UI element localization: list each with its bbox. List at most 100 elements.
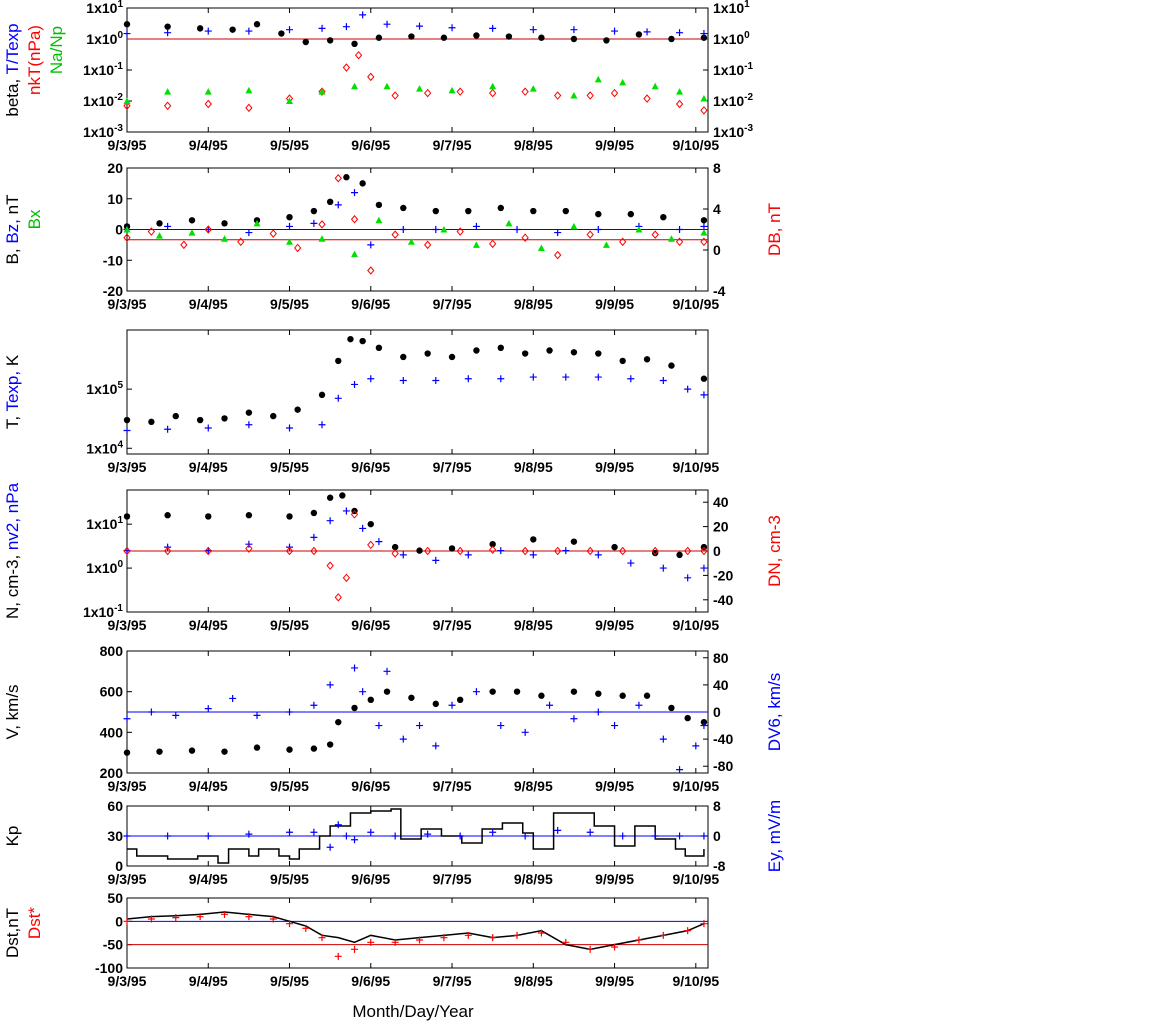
data-point [339,492,346,499]
data-point [627,559,635,567]
data-point [318,421,326,429]
x-tick-label: 9/7/95 [433,778,472,794]
data-point [375,722,383,730]
y-tick-label: 60 [107,798,123,814]
data-point [245,512,253,519]
data-point [595,350,602,357]
data-point [700,106,708,115]
y2-tick-label: 0 [713,704,721,720]
data-point [676,832,684,840]
series-1 [123,335,708,426]
data-point [147,915,155,923]
data-point [164,512,171,519]
data-point [391,91,399,100]
x-tick-label: 9/3/95 [108,871,147,887]
y2-tick-label: -80 [713,758,733,774]
data-point [147,708,155,716]
data-point [700,546,708,556]
data-point [465,207,472,215]
data-point [440,34,448,41]
data-point [383,82,391,90]
data-point [310,828,318,836]
series-4 [123,173,708,275]
panel-frame [126,897,709,969]
y-axis-label: T, Texp, K [3,354,22,429]
y2-tick-label: 1x101 [713,0,750,16]
data-point [619,546,627,556]
data-point [700,229,708,236]
x-tick-label: 9/7/95 [433,296,472,312]
x-tick-label: 9/6/95 [351,459,390,475]
data-point [562,373,570,381]
y2-tick-label: -8 [713,858,726,874]
data-point [245,540,253,548]
data-point [342,23,350,31]
data-point [351,250,359,258]
data-point [399,551,407,559]
data-point [489,688,496,695]
data-point [424,830,432,838]
data-point [643,356,651,363]
y2-tick-label: 1x10-3 [713,123,753,140]
data-point [351,704,358,712]
data-point [456,546,464,556]
data-point [286,513,293,520]
data-point [294,406,301,413]
data-point [164,832,172,840]
data-point [407,238,415,245]
y-tick-label: 10 [107,191,123,207]
y2-tick-label: -40 [713,592,733,608]
y2-tick-label: 80 [713,650,729,666]
y-axis-label: Kp [3,826,22,847]
data-point [659,564,667,572]
data-point [326,517,334,525]
data-point [342,507,350,515]
data-point [668,362,675,369]
data-point [530,536,537,543]
y-axis-label: Dst,nT [3,908,22,958]
data-point [586,546,594,556]
y2-tick-label: 20 [713,519,729,535]
data-point [619,78,627,86]
data-point [497,204,504,212]
x-tick-label: 9/10/95 [672,617,719,633]
data-point [367,375,375,383]
data-point [643,692,651,699]
x-tick-label: 9/5/95 [270,296,309,312]
data-point [375,344,383,352]
data-point [684,927,692,935]
data-point [286,97,294,104]
y-tick-label: 800 [100,643,124,659]
y2-tick-label: 0 [713,543,721,559]
data-point [375,201,383,209]
y-tick-label: 1x10-1 [83,61,123,78]
x-tick-label: 9/5/95 [270,137,309,153]
data-point [489,828,497,836]
data-point [367,540,375,550]
x-tick-label: 9/8/95 [514,871,553,887]
data-point [204,27,212,35]
data-point [594,551,602,559]
series-2 [123,11,708,38]
data-point [351,82,359,90]
y2-tick-label: 0 [713,242,721,258]
x-tick-label: 9/3/95 [108,778,147,794]
data-point [342,573,351,583]
y-tick-label: -100 [95,960,123,976]
x-tick-label: 9/5/95 [270,459,309,475]
data-point [318,87,326,96]
data-point [570,26,578,34]
y-tick-label: 1x10-2 [83,92,123,109]
data-point [440,934,448,942]
data-point [245,913,253,921]
data-point [489,82,497,90]
data-point [651,230,659,239]
y-tick-label: 50 [107,890,123,906]
series-2 [123,664,708,774]
data-point [229,694,237,702]
data-point [473,347,480,354]
x-tick-label: 9/3/95 [108,973,147,989]
y2-tick-label: 8 [713,160,721,176]
y-axis-label-2: Dst* [25,907,44,940]
